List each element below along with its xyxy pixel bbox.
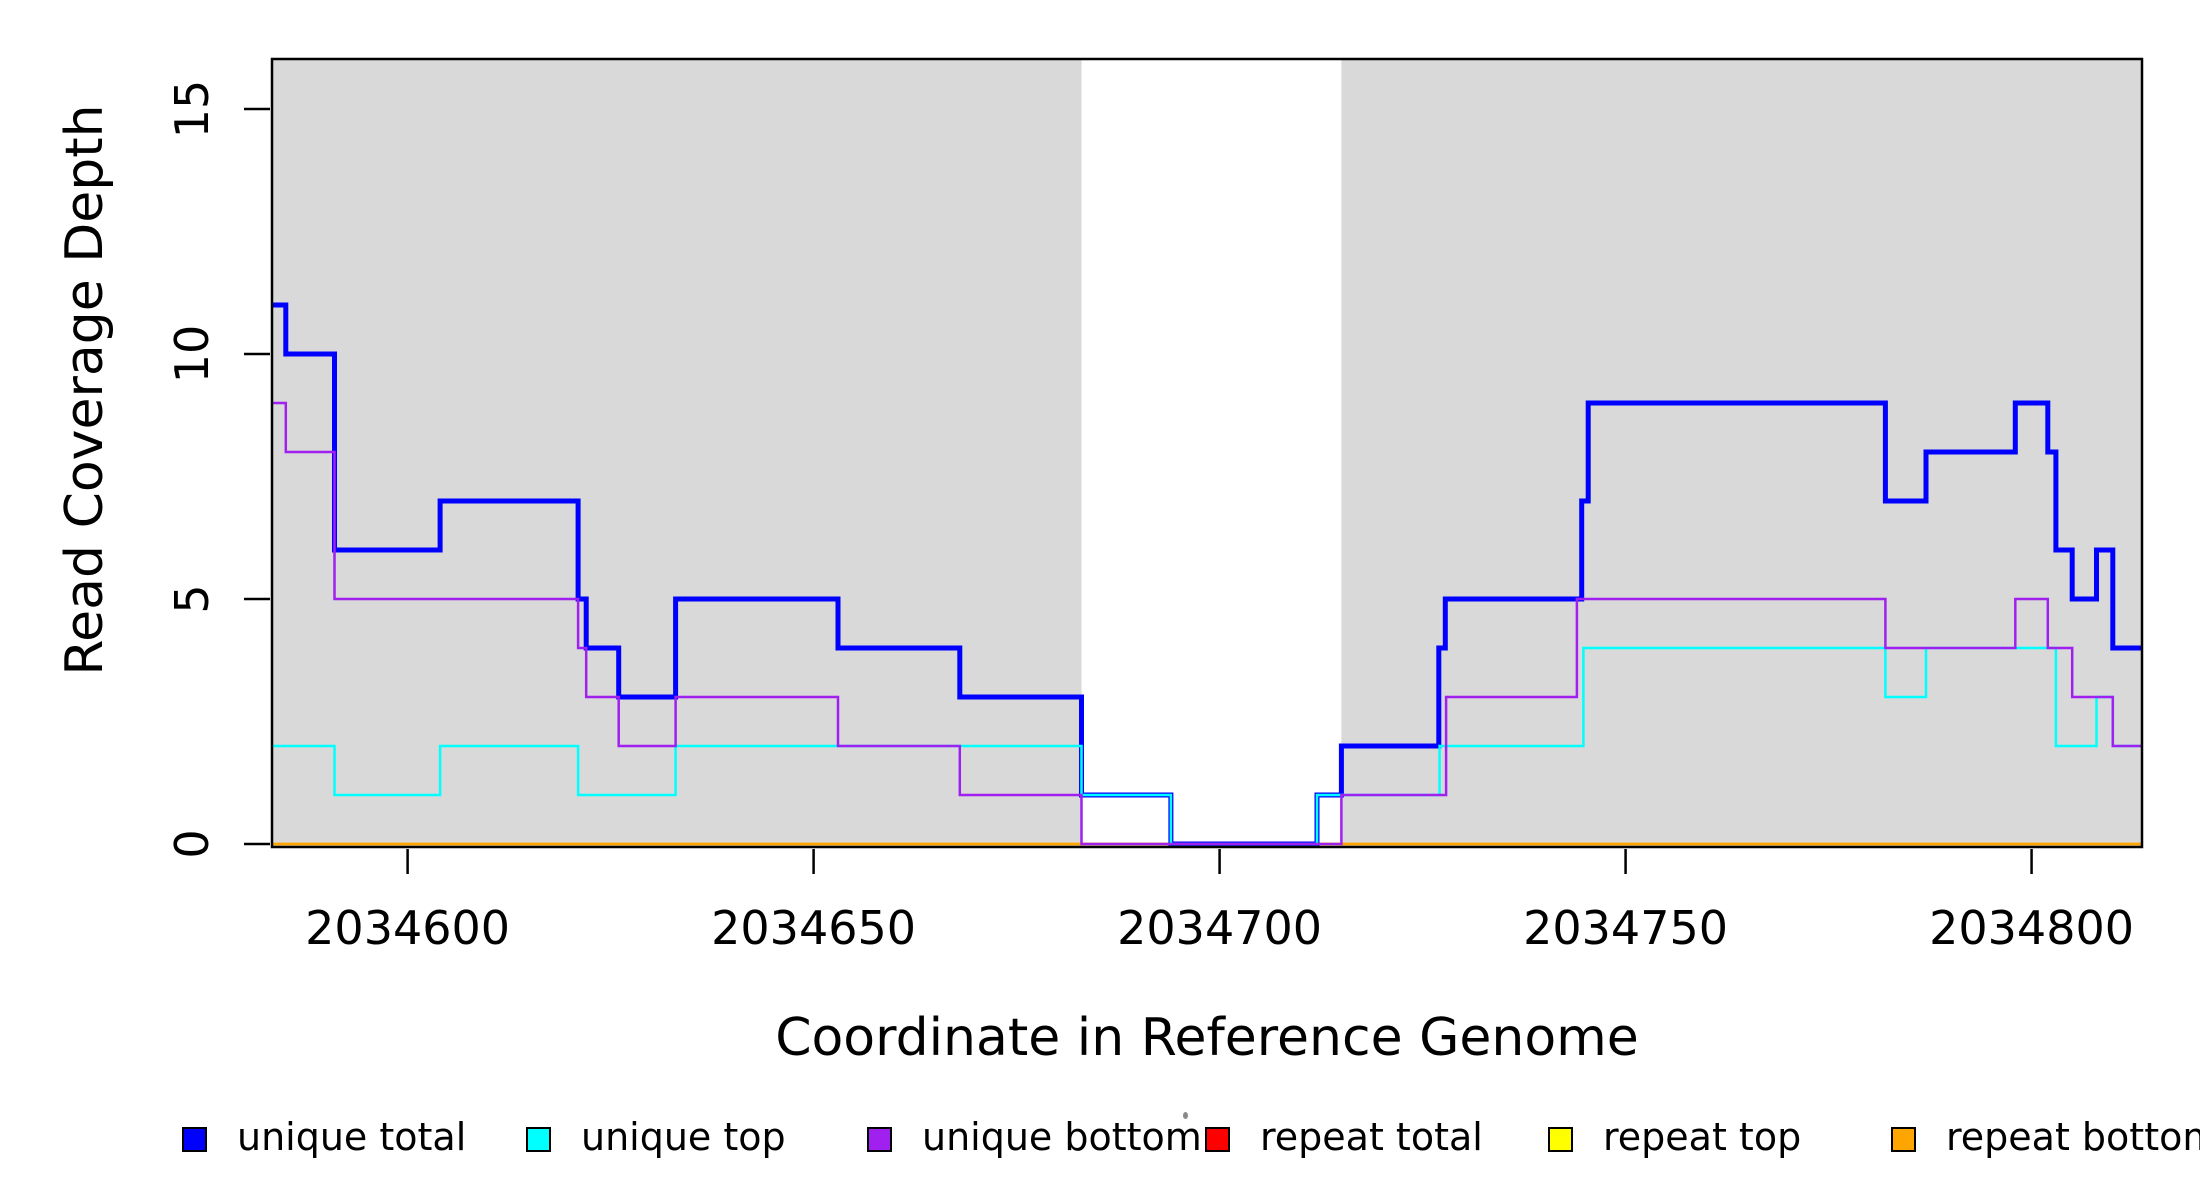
series-line-unique-bottom bbox=[272, 401, 2142, 846]
legend-swatch-repeat-total bbox=[1205, 1126, 1230, 1152]
x-axis-title: Coordinate in Reference Genome bbox=[775, 1008, 1639, 1068]
y-tick-label: 0 bbox=[165, 829, 219, 858]
x-tick-label: 2034600 bbox=[305, 901, 510, 955]
y-tick-label: 15 bbox=[165, 80, 219, 139]
y-tick-label: 10 bbox=[165, 325, 219, 384]
x-tick-label: 2034650 bbox=[711, 901, 916, 955]
plot-border bbox=[270, 57, 2144, 849]
legend-item-unique-bottom: unique bottom bbox=[867, 1115, 1202, 1159]
legend-swatch-repeat-top bbox=[1548, 1126, 1573, 1152]
legend-item-unique-top: unique top bbox=[526, 1115, 786, 1159]
legend-label: repeat bottom bbox=[1946, 1115, 2200, 1159]
x-tick-label: 2034700 bbox=[1117, 901, 1322, 955]
legend-label: unique top bbox=[581, 1115, 786, 1159]
shaded-region-2 bbox=[1341, 60, 2142, 846]
series-line-unique-total bbox=[272, 302, 2142, 847]
legend-swatch-unique-total bbox=[182, 1126, 207, 1152]
legend-label: unique total bbox=[237, 1115, 467, 1159]
legend-item-repeat-bottom: repeat bottom bbox=[1891, 1115, 2200, 1159]
legend-item-repeat-top: repeat top bbox=[1548, 1115, 1802, 1159]
y-tick-label: 5 bbox=[165, 584, 219, 613]
y-axis-title: Read Coverage Depth bbox=[55, 104, 115, 676]
legend-swatch-unique-top bbox=[526, 1126, 551, 1152]
legend-item-unique-total: unique total bbox=[182, 1115, 467, 1159]
x-tick-label: 2034800 bbox=[1929, 901, 2134, 955]
legend-label: unique bottom bbox=[922, 1115, 1202, 1159]
legend-swatch-repeat-bottom bbox=[1891, 1126, 1916, 1152]
legend-swatch-unique-bottom bbox=[867, 1126, 892, 1152]
x-tick-label: 2034750 bbox=[1523, 901, 1728, 955]
legend-item-repeat-total: repeat total bbox=[1205, 1115, 1483, 1159]
legend-label: repeat top bbox=[1603, 1115, 1802, 1159]
stray-dot-mark bbox=[1183, 1112, 1188, 1119]
legend-label: repeat total bbox=[1260, 1115, 1483, 1159]
